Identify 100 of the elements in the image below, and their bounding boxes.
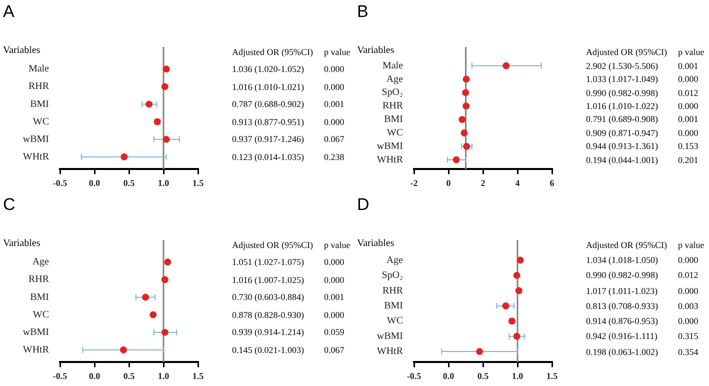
text: 0.813 (0.708-0.933): [586, 300, 658, 311]
y-axis-title: Variables: [3, 238, 40, 249]
y-axis-title: Variables: [3, 45, 40, 56]
text: Adjusted OR (95%CI): [232, 47, 313, 57]
text: 0.315: [678, 331, 698, 342]
text: 0.000: [678, 101, 698, 112]
text: 0.937 (0.917-1.246): [232, 134, 304, 144]
point: [462, 76, 470, 83]
text: 0.730 (0.603-0.884): [232, 292, 304, 302]
text: 0.878 (0.828-0.930): [232, 310, 304, 320]
point: [502, 302, 510, 310]
x-tick-label: 1.5: [192, 178, 204, 188]
x-tick-label: 0: [446, 178, 452, 188]
chart-title: A: [3, 2, 14, 22]
x-tick-label: 1.0: [158, 178, 170, 188]
text: p value: [678, 240, 704, 250]
text: 0.194 (0.044-1.001): [586, 154, 658, 165]
point: [120, 346, 127, 354]
x-tick-label: 6: [550, 178, 555, 188]
point: [452, 156, 460, 164]
text: 0.238: [324, 152, 344, 162]
text: 0.000: [324, 310, 344, 320]
text: 0.198 (0.063-1.002): [586, 346, 658, 357]
text: 0.939 (0.914-1.214): [232, 327, 304, 338]
y-axis-title: Variables: [357, 45, 394, 56]
text: 0.067: [324, 344, 344, 355]
point: [161, 328, 168, 336]
text: 0.791 (0.689-0.908): [586, 114, 658, 124]
y-tick-label: WHtR: [376, 154, 404, 166]
text: 0.153: [678, 141, 698, 152]
y-tick-label: Age: [386, 74, 404, 85]
text: 0.001: [678, 114, 698, 124]
y-tick-label: RHR: [382, 285, 404, 296]
text: 0.012: [678, 270, 698, 280]
point: [462, 89, 470, 96]
text: 0.001: [324, 99, 344, 110]
text: 0.201: [678, 154, 698, 165]
text: 2.902 (1.530-5.506): [586, 60, 658, 71]
text: 0.001: [678, 60, 698, 71]
y-tick-label: WC: [386, 128, 404, 139]
text: 0.000: [678, 286, 698, 296]
text: Adjusted OR (95%CI): [586, 47, 667, 57]
text: 0.012: [678, 88, 698, 98]
y-tick-label: wBMI: [376, 330, 403, 342]
text: 0.145 (0.021-1.003): [232, 344, 304, 355]
text: 0.000: [324, 274, 344, 285]
x-tick-label: 1.0: [158, 370, 170, 381]
text: 1.017 (1.011-1.023): [586, 286, 658, 296]
y-tick-label: WHtR: [22, 344, 50, 356]
point: [164, 258, 172, 266]
text: 0.001: [324, 292, 344, 302]
y-tick-label: Age: [386, 254, 404, 266]
point: [162, 66, 170, 73]
y-tick-label: WC: [32, 116, 50, 128]
text: 0.354: [678, 346, 698, 357]
point: [502, 62, 510, 70]
y-tick-label: BMI: [30, 98, 49, 110]
y-tick-label: WC: [32, 309, 50, 320]
text: 0.787 (0.688-0.902): [232, 99, 304, 110]
text: p value: [324, 240, 350, 250]
text: 1.033 (1.017-1.049): [586, 74, 658, 84]
text: 0.944 (0.913-1.361): [586, 141, 658, 152]
y-tick-label: BMI: [384, 300, 403, 312]
x-tick-label: 2: [480, 178, 486, 188]
text: 0.123 (0.014-1.035): [232, 152, 304, 162]
y-tick-label: BMI: [30, 292, 49, 303]
y-tick-label: WHtR: [22, 152, 50, 163]
text: 1.036 (1.020-1.052): [232, 64, 304, 74]
x-tick-label: 4: [515, 178, 520, 188]
y-tick-label: Age: [32, 256, 50, 268]
point: [513, 332, 520, 340]
text: 0.003: [678, 300, 698, 311]
y-tick-label: RHR: [28, 81, 50, 92]
text: 0.067: [324, 134, 344, 144]
point: [462, 102, 470, 110]
chart-title: C: [3, 195, 16, 215]
y-tick-label: Male: [382, 60, 404, 72]
x-tick-label: 0.0: [88, 178, 101, 188]
y-tick-label: Male: [28, 64, 50, 75]
text: 0.913 (0.877-0.951): [232, 116, 304, 127]
text: 1.016 (1.010-1.022): [586, 101, 658, 112]
text: 0.000: [324, 64, 344, 74]
text: 0.990 (0.982-0.998): [586, 88, 658, 98]
point: [120, 153, 128, 160]
text: 1.016 (1.010-1.021): [232, 82, 304, 92]
chart-title: D: [357, 195, 370, 215]
text: 0.000: [678, 316, 698, 326]
text: Adjusted OR (95%CI): [586, 240, 667, 250]
text: 1.034 (1.018-1.050): [586, 255, 658, 266]
y-tick-label: wBMI: [376, 140, 403, 152]
chart-title: B: [357, 2, 368, 22]
x-tick-label: 1.5: [546, 370, 558, 381]
text: 0.914 (0.876-0.953): [586, 316, 658, 326]
x-tick-label: 0.5: [123, 178, 136, 188]
x-tick-label: 0.0: [88, 370, 101, 381]
text: p value: [324, 47, 350, 57]
point: [161, 276, 168, 284]
y-tick-label: WHtR: [376, 346, 404, 358]
text: Adjusted OR (95%CI): [232, 240, 313, 250]
x-tick-label: -2: [410, 178, 418, 188]
